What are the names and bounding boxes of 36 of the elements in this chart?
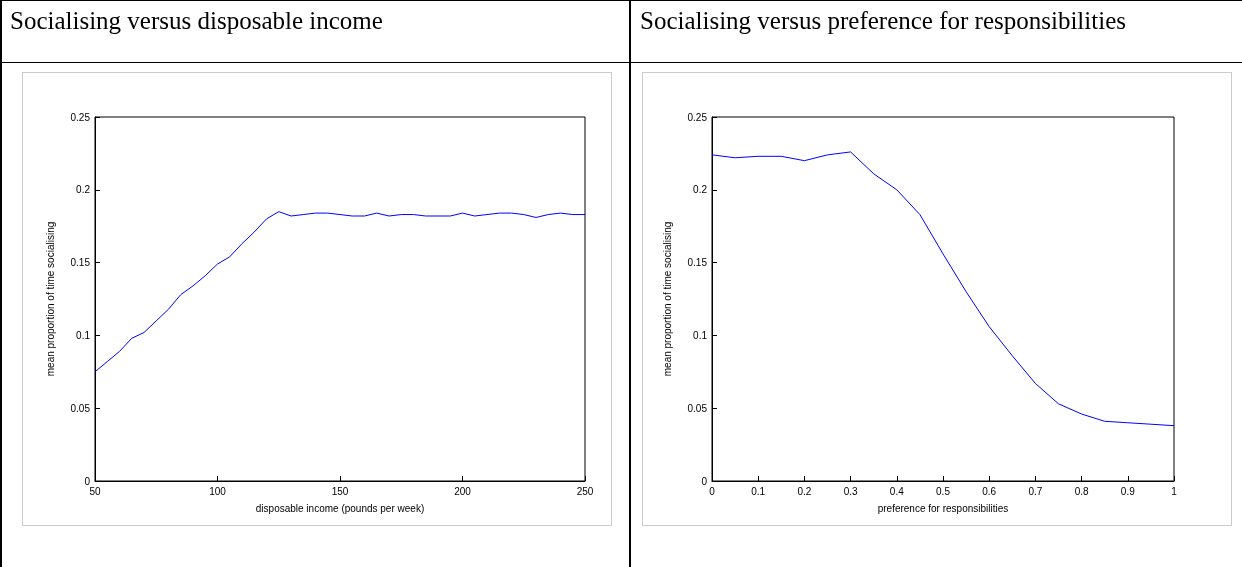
y-axis-title: mean proportion of time socialising	[44, 221, 56, 377]
line-series	[94, 211, 586, 373]
x-tick-label: 0.3	[843, 485, 858, 497]
line-series	[711, 151, 1175, 427]
x-tick-label: 0	[709, 485, 716, 497]
y-tick-label: 0.25	[687, 111, 708, 123]
chart-title: Socialising versus disposable income	[10, 6, 384, 36]
x-axis-title: disposable income (pounds per week)	[255, 502, 425, 514]
y-axis-title: mean proportion of time socialising	[661, 221, 673, 377]
x-tick-label: 0.8	[1074, 485, 1089, 497]
x-tick-label: 100	[209, 485, 227, 497]
y-tick-label: 0.2	[76, 184, 91, 196]
y-tick-label: 0.1	[693, 329, 708, 341]
y-tick-label: 0.15	[70, 257, 91, 269]
x-tick-label: 0.9	[1120, 485, 1136, 497]
x-tick-label: 0.1	[751, 485, 766, 497]
y-tick-label: 0.05	[70, 402, 91, 414]
x-tick-label: 1	[1171, 485, 1178, 497]
chart-title: Socialising versus preference for responsibilities	[640, 6, 1127, 36]
x-tick-label: 0.6	[982, 485, 997, 497]
y-tick-label: 0.25	[70, 111, 91, 123]
x-tick-label: 0.2	[797, 485, 812, 497]
y-tick-label: 0	[701, 475, 708, 487]
x-tick-label: 150	[331, 485, 349, 497]
y-tick-label: 0.15	[687, 257, 708, 269]
x-axis-title: preference for responsibilities	[877, 502, 1009, 514]
y-tick-label: 0	[84, 475, 91, 487]
y-tick-label: 0.2	[693, 184, 708, 196]
x-tick-label: 0.7	[1028, 485, 1043, 497]
x-tick-label: 250	[576, 485, 594, 497]
y-tick-label: 0.05	[687, 402, 708, 414]
x-tick-label: 50	[89, 485, 101, 497]
x-tick-label: 200	[454, 485, 472, 497]
y-tick-label: 0.1	[76, 329, 91, 341]
x-tick-label: 0.5	[936, 485, 951, 497]
x-tick-label: 0.4	[889, 485, 905, 497]
